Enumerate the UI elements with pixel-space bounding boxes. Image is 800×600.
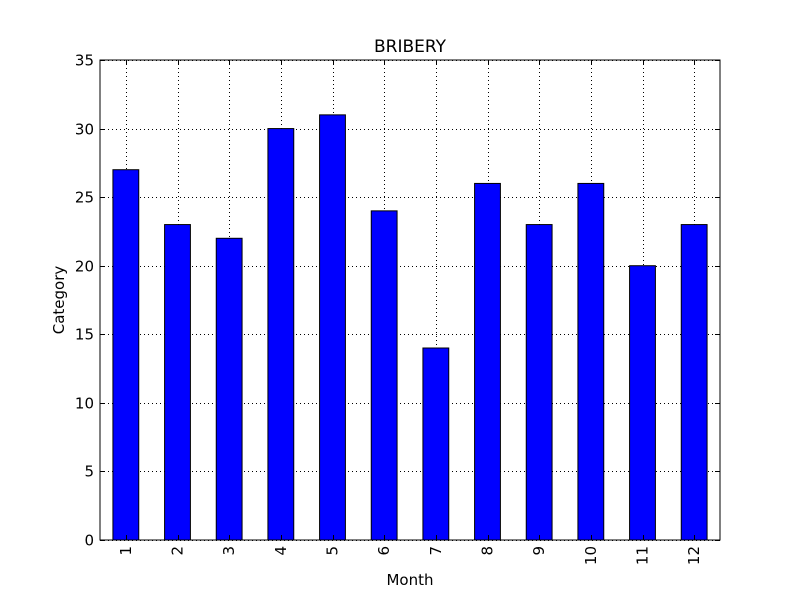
bar-month-4 (267, 128, 295, 541)
x-tick-label: 2 (169, 546, 187, 556)
x-tick-label: 10 (582, 546, 600, 565)
bar-month-2 (164, 224, 191, 541)
y-tick-label: 30 (75, 121, 94, 139)
x-tick-label: 11 (634, 546, 652, 565)
bar-month-6 (370, 210, 398, 541)
bar-month-3 (215, 237, 243, 541)
plot-frame (99, 59, 721, 541)
bar-month-9 (525, 224, 553, 541)
y-tick-label: 35 (75, 52, 94, 70)
x-tick-label: 5 (324, 546, 342, 556)
y-tick-label: 15 (75, 326, 94, 344)
y-tick-label: 25 (75, 189, 94, 207)
y-tick-label: 20 (75, 258, 94, 276)
bar-month-5 (319, 114, 346, 541)
bar-month-1 (112, 169, 140, 541)
y-tick-label: 0 (84, 532, 94, 550)
x-axis-label: Month (386, 571, 433, 589)
bar-month-8 (474, 182, 501, 541)
x-tick-label: 12 (685, 546, 703, 565)
y-axis-label: Category (50, 266, 68, 335)
bar-month-12 (680, 224, 708, 541)
ticks-layer (100, 60, 720, 541)
bar-month-7 (422, 347, 450, 541)
bars-layer (112, 114, 708, 541)
x-tick-label: 3 (220, 546, 238, 556)
x-tick-label: 9 (530, 546, 548, 556)
x-tick-label: 8 (479, 546, 497, 556)
y-tick-label: 10 (75, 395, 94, 413)
bar-month-10 (577, 182, 605, 541)
x-tick-label: 1 (117, 546, 135, 556)
x-tick-label: 4 (272, 546, 290, 556)
y-tick-label: 5 (84, 463, 94, 481)
chart-title: BRIBERY (374, 37, 447, 57)
x-tick-label: 6 (375, 546, 393, 556)
bar-month-11 (629, 265, 656, 541)
x-tick-label: 7 (427, 546, 445, 556)
